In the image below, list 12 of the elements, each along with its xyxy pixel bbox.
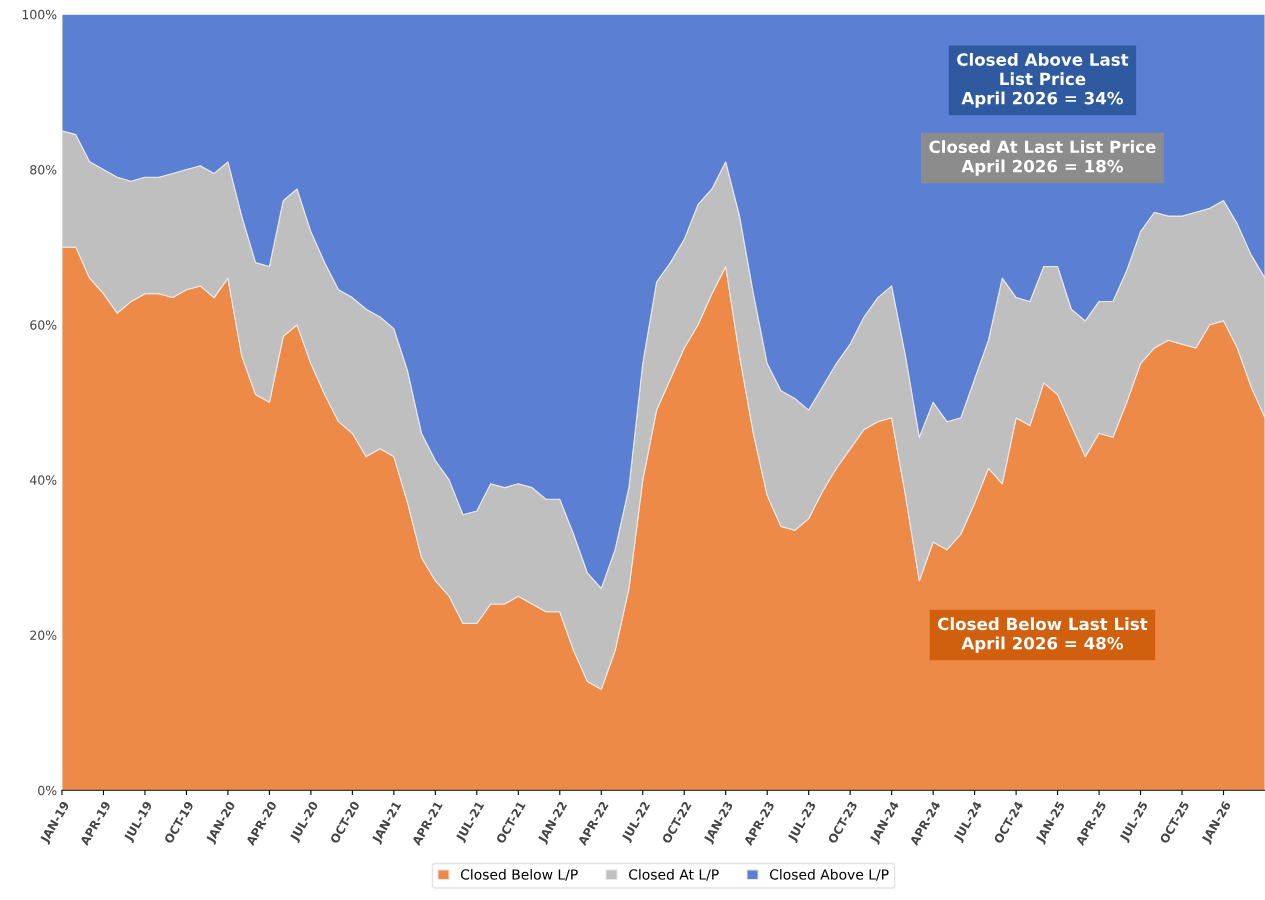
annotation: Closed Below Last List April 2026 = 48%: [938, 617, 1148, 653]
legend-label: Closed Above L/P: [769, 868, 889, 881]
annotation: Closed At Last List Price April 2026 = 18%: [929, 140, 1156, 176]
legend-label: Closed Below L/P: [460, 868, 578, 881]
legend-label: Closed At L/P: [629, 868, 719, 881]
y-tick-label: 100%: [22, 9, 57, 20]
y-tick-label: 80%: [30, 165, 57, 175]
y-tick-label: 60%: [30, 320, 57, 330]
y-tick-label: 20%: [30, 630, 57, 640]
annotation: Closed Above Last List Price April 2026 = 34%: [957, 52, 1129, 108]
y-tick-label: 0%: [38, 785, 57, 796]
y-tick-label: 40%: [29, 475, 57, 485]
